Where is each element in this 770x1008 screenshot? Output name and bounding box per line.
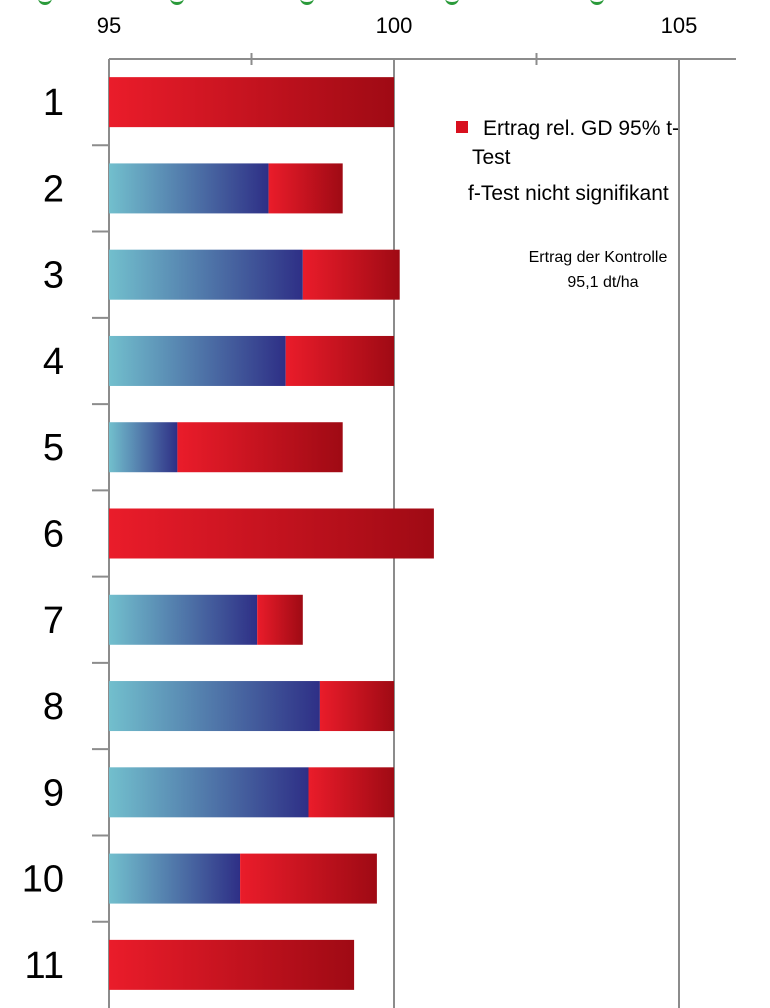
bar-blue-8 xyxy=(109,681,320,732)
bar-blue-10 xyxy=(109,853,241,904)
bar-red-9 xyxy=(308,767,394,818)
legend-entry-line-2: Test xyxy=(472,146,511,169)
tick-label-95: 95 xyxy=(97,13,121,38)
bar-blue-5 xyxy=(109,422,178,473)
bar-blue-7 xyxy=(109,594,258,645)
bar-red-6 xyxy=(109,508,434,559)
annotation-control-yield-label: Ertrag der Kontrolle xyxy=(529,249,668,266)
category-label-6: 6 xyxy=(43,514,64,556)
x-axis-ticks: 95 100 105 xyxy=(92,13,698,923)
annotation-f-test: f-Test nicht signifikant xyxy=(468,182,669,205)
tick-label-105: 105 xyxy=(661,13,698,38)
bar-red-8 xyxy=(319,681,394,732)
bar-blue-9 xyxy=(109,767,309,818)
tick-label-100: 100 xyxy=(376,13,413,38)
bars xyxy=(109,77,434,990)
bar-red-5 xyxy=(177,422,343,473)
bar-blue-3 xyxy=(109,249,303,300)
category-label-5: 5 xyxy=(43,427,64,469)
category-label-9: 9 xyxy=(43,772,64,814)
category-label-1: 1 xyxy=(43,82,64,124)
category-label-2: 2 xyxy=(43,168,64,210)
category-label-4: 4 xyxy=(43,341,64,383)
bar-red-2 xyxy=(268,163,343,214)
bar-red-10 xyxy=(240,853,377,904)
bar-red-4 xyxy=(285,335,394,386)
category-label-7: 7 xyxy=(43,600,64,642)
category-label-11: 11 xyxy=(25,945,64,987)
bar-blue-4 xyxy=(109,335,286,386)
bar-red-3 xyxy=(302,249,400,300)
bar-blue-2 xyxy=(109,163,269,214)
category-label-10: 10 xyxy=(22,859,64,901)
category-labels: 1 2 3 4 5 6 7 8 9 10 11 xyxy=(22,82,64,987)
bar-red-11 xyxy=(109,939,355,990)
bar-red-7 xyxy=(257,594,303,645)
legend: Ertrag rel. GD 95% t- Test xyxy=(456,117,679,169)
category-label-3: 3 xyxy=(43,255,64,297)
top-strip-decoration xyxy=(0,0,770,8)
bar-red-1 xyxy=(109,77,394,128)
annotation-control-yield-value: 95,1 dt/ha xyxy=(567,274,638,291)
category-label-8: 8 xyxy=(43,686,64,728)
legend-swatch xyxy=(456,121,468,133)
legend-entry-line-1: Ertrag rel. GD 95% t- xyxy=(483,117,679,140)
